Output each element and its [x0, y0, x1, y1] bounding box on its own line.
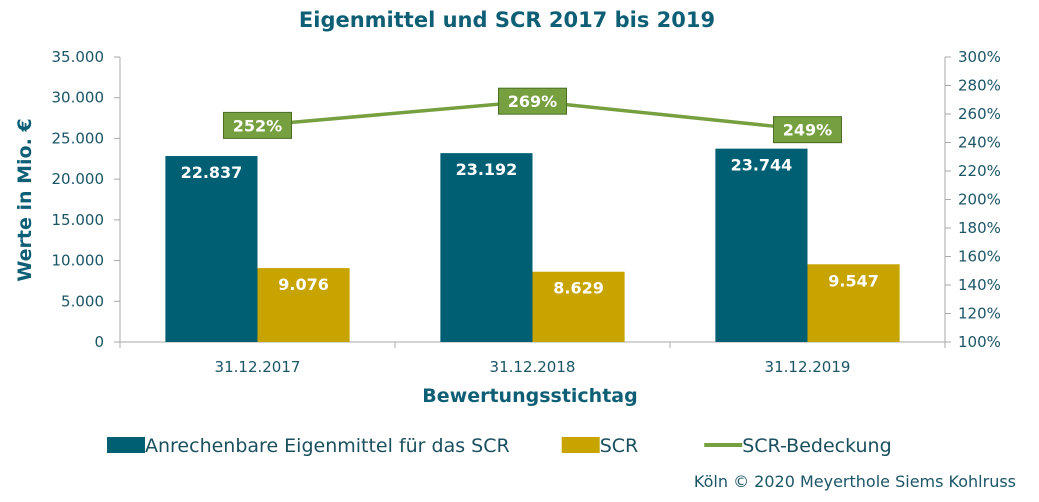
y-tick-label-left: 5.000 [61, 292, 104, 310]
bar-data-label: 9.547 [828, 271, 879, 290]
y-tick-label-right: 240% [958, 134, 1001, 152]
y-tick-label-right: 200% [958, 191, 1001, 209]
x-tick-label: 31.12.2018 [490, 358, 576, 376]
bar-data-label: 8.629 [553, 279, 604, 298]
bar-eigenmittel [440, 153, 533, 342]
y-tick-label-right: 280% [958, 77, 1001, 95]
coverage-label-box [773, 116, 842, 144]
bar-data-label: 23.192 [456, 160, 518, 179]
y-tick-label-left: 20.000 [52, 170, 105, 188]
coverage-data-label: 252% [233, 116, 282, 135]
bar-scr [532, 271, 625, 342]
y-tick-label-right: 140% [958, 276, 1001, 294]
y-axis-title: Werte in Mio. € [14, 118, 36, 281]
bars: 22.837 9.076 23.192 8.629 23.744 9.547 [165, 148, 900, 342]
x-tick-label: 31.12.2017 [215, 358, 301, 376]
x-tick-label: 31.12.2019 [765, 358, 851, 376]
coverage-label-box [498, 87, 567, 115]
y-tick-label-left: 15.000 [52, 211, 105, 229]
y-tick-label-right: 160% [958, 248, 1001, 266]
chart-title: Eigenmittel und SCR 2017 bis 2019 [299, 8, 715, 32]
legend: Anrechenbare Eigenmittel für das SCR SCR S… [107, 435, 892, 457]
y-tick-label-right: 220% [958, 162, 1001, 180]
coverage-data-label: 249% [783, 121, 832, 140]
y-tick-label-left: 25.000 [52, 129, 105, 147]
y-tick-label-right: 100% [958, 333, 1001, 351]
y-tick-label-left: 30.000 [52, 89, 105, 107]
y-tick-label-right: 300% [958, 48, 1001, 66]
legend-label: Anrechenbare Eigenmittel für das SCR [145, 435, 510, 457]
y-tick-label-right: 180% [958, 219, 1001, 237]
y-tick-label-left: 0 [94, 333, 104, 351]
axes: 0 5.000 10.000 15.000 20.000 25.000 30.000 35.0… [52, 48, 1001, 376]
legend-label: SCR-Bedeckung [742, 435, 891, 457]
bar-scr [257, 268, 350, 342]
x-axis-title: Bewertungsstichtag [422, 385, 637, 407]
bar-eigenmittel [715, 148, 808, 342]
y-tick-label-left: 10.000 [52, 252, 105, 270]
bar-data-label: 23.744 [731, 156, 793, 175]
coverage-label-box [223, 111, 292, 139]
coverage-data-label: 269% [508, 92, 557, 111]
bar-data-label: 9.076 [278, 275, 329, 294]
bar-scr [807, 264, 900, 342]
credit-text: Köln © 2020 Meyerthole Siems Kohlruss [694, 472, 1016, 491]
legend-label: SCR [600, 435, 639, 457]
coverage-line: 252% 269% 249% [223, 87, 842, 144]
legend-swatch-scr [561, 437, 600, 453]
bar-eigenmittel [165, 156, 258, 342]
y-tick-label-left: 35.000 [52, 48, 105, 66]
legend-swatch-eigenmittel [107, 437, 145, 453]
y-tick-label-right: 120% [958, 305, 1001, 323]
y-tick-label-right: 260% [958, 105, 1001, 123]
bar-data-label: 22.837 [181, 163, 243, 182]
